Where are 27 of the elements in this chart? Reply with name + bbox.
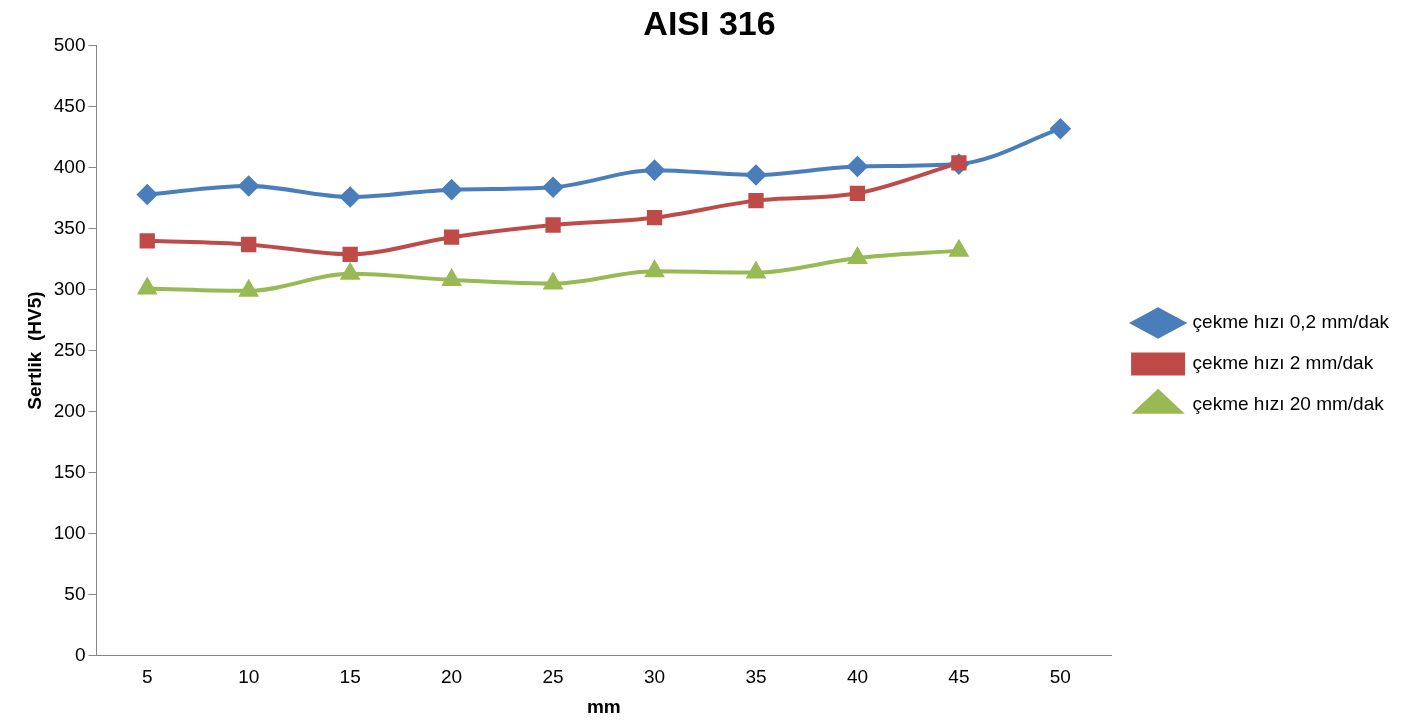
x-tick-label: 25	[542, 666, 564, 688]
x-tick-label: 40	[846, 666, 869, 688]
x-tick-label: 45	[948, 666, 970, 688]
y-tick-label: 50	[64, 582, 86, 604]
x-tick-label: 15	[339, 666, 361, 688]
legend-label: çekme hızı 20 mm/dak	[1192, 393, 1385, 415]
x-tick-label: 50	[1049, 666, 1071, 688]
y-tick-label: 450	[53, 94, 86, 116]
y-axis-title: Sertlik (HV5)	[23, 291, 45, 410]
y-tick-label: 350	[53, 216, 86, 238]
y-tick-label: 400	[53, 155, 86, 177]
y-tick-label: 100	[53, 521, 86, 543]
x-tick-label: 20	[441, 666, 463, 688]
y-tick-label: 500	[53, 34, 86, 56]
y-tick-label: 0	[74, 643, 86, 665]
y-tick-label: 200	[53, 399, 86, 421]
legend-label: çekme hızı 2 mm/dak	[1192, 352, 1374, 374]
x-tick-label: 10	[238, 666, 260, 688]
x-tick-label: 35	[745, 666, 767, 688]
legend-label: çekme hızı 0,2 mm/dak	[1192, 311, 1390, 333]
x-axis-title: mm	[586, 695, 621, 717]
x-tick-label: 30	[643, 666, 666, 688]
x-tick-label: 5	[141, 666, 153, 688]
y-tick-label: 250	[53, 338, 86, 360]
y-tick-label: 150	[53, 460, 86, 482]
chart-title: AISI 316	[643, 3, 776, 42]
y-tick-label: 300	[53, 277, 86, 299]
